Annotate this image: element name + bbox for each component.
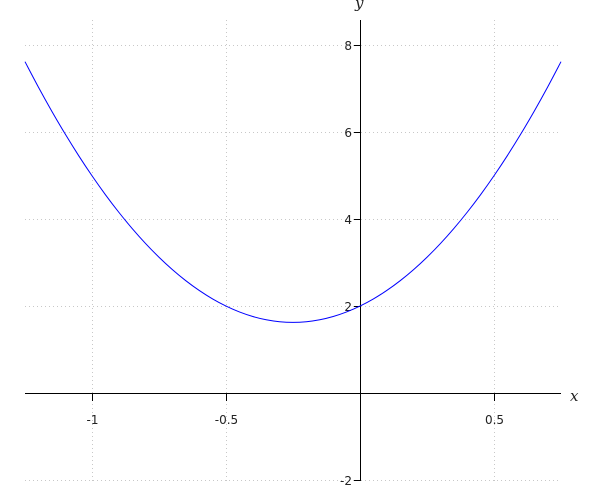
y-tick-label: -2 [340, 474, 352, 488]
x-tick-label: -1 [87, 413, 99, 427]
axes [25, 20, 561, 481]
y-tick-label: 4 [344, 213, 352, 227]
x-axis-label: x [570, 387, 579, 405]
x-tick-label: 0.5 [485, 413, 504, 427]
curve-line [24, 61, 562, 323]
y-tick-label: 2 [344, 300, 352, 314]
y-tick-label: 6 [344, 126, 352, 140]
ticks: -1 -0.5 0.5 -2 2 4 6 8 [87, 39, 505, 488]
y-axis-label: y [354, 0, 364, 12]
x-tick-label: -0.5 [215, 413, 238, 427]
grid [25, 20, 561, 481]
y-tick-label: 8 [344, 39, 352, 53]
series [24, 61, 562, 323]
